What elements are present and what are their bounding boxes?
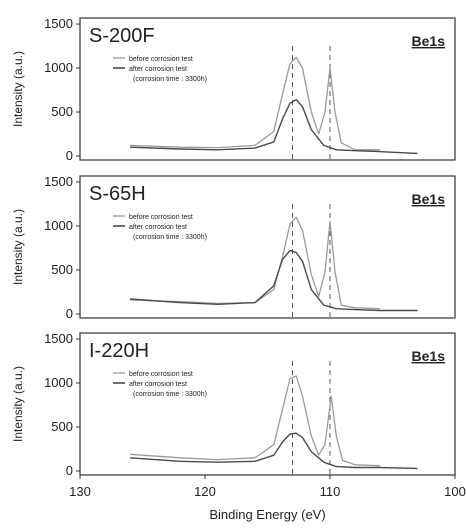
element-label: Be1s [412, 348, 446, 364]
x-tick-label: 130 [69, 484, 91, 499]
y-axis-label: Intensity (a.u.) [11, 209, 25, 285]
element-label: Be1s [412, 191, 446, 207]
x-tick-label: 120 [194, 484, 216, 499]
y-tick-label: 500 [51, 419, 73, 434]
series-line-after [129, 249, 418, 312]
y-tick-label: 1500 [44, 174, 73, 189]
x-tick-label: 100 [444, 484, 466, 499]
y-tick-label: 0 [66, 148, 73, 163]
legend-label-after: after corrosion test [129, 66, 187, 73]
x-axis-label: Binding Energy (eV) [209, 507, 325, 522]
y-axis-label: Intensity (a.u.) [11, 51, 25, 127]
y-tick-label: 1000 [44, 375, 73, 390]
y-tick-label: 1500 [44, 16, 73, 31]
panel-frame-1 [79, 17, 456, 161]
panel-frame-3 [79, 332, 456, 476]
y-tick-label: 0 [66, 463, 73, 478]
sample-title: S-200F [89, 25, 155, 47]
series-line-after [129, 432, 418, 470]
element-label: Be1s [412, 33, 446, 49]
legend-label-after: after corrosion test [129, 224, 187, 231]
legend-note: (corrosion time : 3300h) [133, 234, 207, 241]
series-line-before [129, 375, 381, 467]
legend-label-before: before corrosion test [129, 56, 193, 63]
legend-label-before: before corrosion test [129, 214, 193, 221]
legend-note: (corrosion time : 3300h) [133, 391, 207, 398]
sample-title: S-65H [89, 183, 146, 205]
y-axis-label: Intensity (a.u.) [11, 366, 25, 442]
y-tick-label: 500 [51, 262, 73, 277]
panel-frame-2 [79, 175, 456, 319]
y-tick-label: 500 [51, 104, 73, 119]
y-tick-label: 0 [66, 306, 73, 321]
legend-note: (corrosion time : 3300h) [133, 76, 207, 83]
series-line-before [129, 56, 380, 151]
y-tick-label: 1000 [44, 218, 73, 233]
sample-title: I-220H [89, 340, 149, 362]
y-tick-label: 1500 [44, 331, 73, 346]
series-line-after [129, 98, 418, 155]
legend-label-before: before corrosion test [129, 371, 193, 378]
y-tick-label: 1000 [44, 60, 73, 75]
x-tick-label: 110 [320, 484, 341, 499]
legend-label-after: after corrosion test [129, 381, 187, 388]
